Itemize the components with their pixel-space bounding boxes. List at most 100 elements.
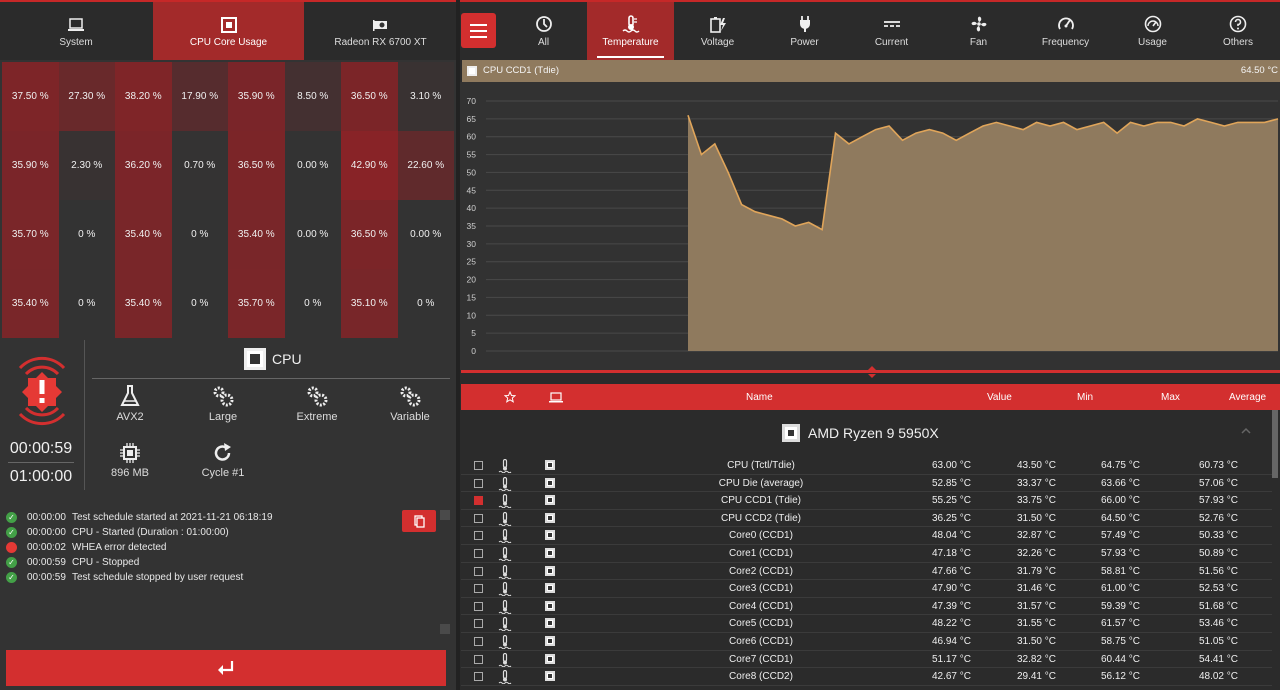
tab-frequency[interactable]: Frequency — [1022, 2, 1109, 60]
row-min-cell: 31.79 °C — [1016, 565, 1056, 577]
table-row[interactable]: Core2 (CCD1) 47.66 °C 31.79 °C 58.81 °C 51.5… — [461, 563, 1272, 581]
cpu-chip-icon — [545, 583, 555, 594]
column-average[interactable]: Average — [1229, 392, 1267, 403]
row-checkbox[interactable] — [474, 601, 483, 611]
splitter-bar[interactable] — [461, 370, 1280, 373]
chart-header[interactable]: CPU CCD1 (Tdie) 64.50 °C — [462, 60, 1280, 82]
thermometer-icon — [498, 476, 512, 494]
tab-current[interactable]: Current — [848, 2, 935, 60]
log-entry: 00:00:02 WHEA error detected — [6, 540, 446, 555]
option-variable: Variable — [375, 384, 445, 423]
resize-handle-icon[interactable] — [867, 365, 877, 379]
table-row[interactable]: Core4 (CCD1) 47.39 °C 31.57 °C 59.39 °C 51.6… — [461, 598, 1272, 616]
table-scrollbar[interactable] — [1272, 410, 1278, 478]
row-checkbox[interactable] — [474, 619, 483, 629]
table-row[interactable]: Core6 (CCD1) 46.94 °C 31.50 °C 58.75 °C 51.0… — [461, 633, 1272, 651]
row-checkbox[interactable] — [474, 672, 483, 682]
log-scroll-down[interactable] — [440, 624, 450, 634]
row-value-cell: 36.25 °C — [931, 512, 971, 524]
log-text: WHEA error detected — [72, 542, 167, 553]
core-usage-cell: 35.40 % — [228, 200, 285, 269]
core-usage-cell: 37.50 % — [2, 62, 59, 131]
tab-fan[interactable]: Fan — [935, 2, 1022, 60]
tab-usage-label: Usage — [1138, 37, 1167, 48]
table-row[interactable]: Core1 (CCD1) 47.18 °C 32.26 °C 57.93 °C 50.8… — [461, 545, 1272, 563]
row-checkbox[interactable] — [474, 513, 483, 523]
row-checkbox[interactable] — [474, 531, 483, 541]
y-tick-label: 10 — [467, 310, 477, 320]
tab-usage[interactable]: Usage — [1109, 2, 1196, 60]
tab-all[interactable]: All — [500, 2, 587, 60]
table-row[interactable]: Core7 (CCD1) 51.17 °C 32.82 °C 60.44 °C 54.4… — [461, 651, 1272, 669]
gears-icon — [307, 386, 328, 407]
chart-sensor-name: CPU CCD1 (Tdie) — [483, 65, 560, 76]
table-row[interactable]: CPU CCD2 (Tdie) 36.25 °C 31.50 °C 64.50 °C 5… — [461, 510, 1272, 528]
column-min[interactable]: Min — [1077, 392, 1094, 403]
collapse-caret-icon[interactable] — [1241, 426, 1251, 436]
row-min-cell: 31.57 °C — [1016, 600, 1056, 612]
row-average-cell: 52.53 °C — [1198, 583, 1238, 595]
alarm-warning-icon — [18, 356, 66, 426]
tab-others[interactable]: Others — [1196, 2, 1280, 60]
row-name: Core5 (CCD1) — [729, 618, 793, 630]
device-group-title[interactable]: AMD Ryzen 9 5950X — [782, 424, 939, 442]
log-time: 00:00:00 — [27, 527, 66, 538]
laptop-icon[interactable] — [549, 392, 563, 403]
row-value-cell: 48.04 °C — [931, 530, 971, 542]
row-checkbox[interactable] — [474, 496, 483, 506]
thermometer-icon — [498, 634, 512, 652]
row-checkbox[interactable] — [474, 637, 483, 646]
table-row[interactable]: Core5 (CCD1) 48.22 °C 31.55 °C 61.57 °C 53.4… — [461, 615, 1272, 633]
table-row[interactable]: Core0 (CCD1) 48.04 °C 32.87 °C 57.49 °C 50.3… — [461, 527, 1272, 545]
table-row[interactable]: CPU Die (average) 52.85 °C 33.37 °C 63.66 °… — [461, 475, 1272, 493]
row-name: CPU CCD1 (Tdie) — [720, 495, 801, 507]
hamburger-menu-button[interactable] — [461, 13, 496, 48]
log-text: CPU - Started (Duration : 01:00:00) — [72, 527, 229, 538]
column-max[interactable]: Max — [1161, 392, 1180, 403]
row-name: CPU CCD2 (Tdie) — [720, 512, 801, 524]
stop-return-button[interactable] — [6, 650, 446, 686]
cpu-chip-icon — [545, 600, 555, 611]
table-row[interactable]: Core8 (CCD2) 42.67 °C 29.41 °C 56.12 °C 48.0… — [461, 668, 1272, 686]
tab-cpu-core-usage[interactable]: CPU Core Usage — [153, 2, 304, 60]
gpu-card-icon — [372, 20, 387, 31]
log-entry: ✓ 00:00:00 Test schedule started at 2021-1… — [6, 510, 446, 525]
tab-system[interactable]: System — [0, 2, 152, 60]
log-time: 00:00:59 — [27, 572, 66, 583]
table-row[interactable]: Core3 (CCD1) 47.90 °C 31.46 °C 61.00 °C 52.5… — [461, 580, 1272, 598]
left-panel: System CPU Core Usage Radeon RX 6700 XT … — [0, 2, 456, 690]
option-cycle-label: Cycle #1 — [201, 467, 245, 479]
core-usage-cell: 42.90 % — [341, 131, 398, 200]
column-value[interactable]: Value — [987, 392, 1012, 403]
log-scroll-up[interactable] — [440, 510, 450, 520]
thermometer-icon — [498, 564, 512, 582]
y-tick-label: 60 — [467, 132, 477, 142]
tab-gpu[interactable]: Radeon RX 6700 XT — [305, 2, 456, 60]
core-usage-cell: 0.70 % — [171, 131, 228, 200]
copy-log-button[interactable] — [402, 510, 436, 532]
tab-frequency-label: Frequency — [1041, 37, 1090, 48]
row-checkbox[interactable] — [474, 461, 483, 470]
row-max-cell: 64.50 °C — [1100, 512, 1140, 524]
cpu-chip-icon — [545, 530, 555, 541]
tab-temperature[interactable]: Temperature — [587, 2, 674, 60]
y-tick-label: 65 — [467, 114, 477, 124]
table-row[interactable]: CPU (Tctl/Tdie) 63.00 °C 43.50 °C 64.75 °C 6… — [461, 457, 1272, 475]
tab-power[interactable]: Power — [761, 2, 848, 60]
star-icon[interactable] — [504, 391, 516, 403]
thermometer-icon — [498, 511, 512, 529]
table-row[interactable]: CPU CCD1 (Tdie) 55.25 °C 33.75 °C 66.00 °C 5… — [461, 492, 1272, 510]
row-checkbox[interactable] — [474, 566, 483, 576]
row-checkbox[interactable] — [474, 478, 483, 488]
menu-bar — [470, 36, 487, 38]
status-divider — [84, 340, 85, 490]
column-name[interactable]: Name — [746, 392, 773, 403]
row-value-cell: 63.00 °C — [931, 460, 971, 471]
row-checkbox[interactable] — [474, 584, 483, 594]
thermometer-icon — [498, 529, 512, 546]
row-checkbox[interactable] — [474, 549, 483, 558]
return-arrow-icon — [218, 661, 234, 675]
tab-voltage[interactable]: Voltage — [674, 2, 761, 60]
row-checkbox[interactable] — [474, 654, 483, 664]
core-usage-cell: 36.50 % — [341, 200, 398, 269]
